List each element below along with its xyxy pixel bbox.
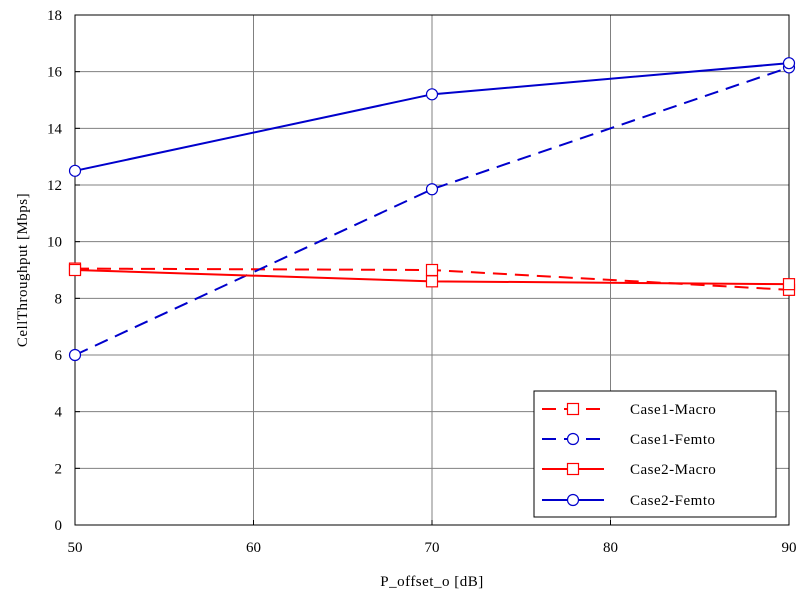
legend-label: Case1-Macro bbox=[630, 402, 716, 418]
data-point-marker bbox=[425, 275, 439, 288]
data-point-marker bbox=[425, 183, 439, 196]
x-tick-label: 70 bbox=[425, 540, 440, 556]
y-axis-title: CellThroughput [Mbps] bbox=[15, 193, 31, 347]
legend-label: Case2-Femto bbox=[630, 493, 716, 509]
series-line-case1-femto bbox=[74, 66, 790, 356]
y-tick-label: 0 bbox=[55, 518, 63, 534]
x-tick-label: 80 bbox=[603, 540, 618, 556]
x-tick-label: 50 bbox=[68, 540, 83, 556]
legend-marker bbox=[566, 432, 580, 446]
y-tick-label: 2 bbox=[55, 461, 63, 477]
y-tick-label: 6 bbox=[55, 348, 63, 364]
legend-marker bbox=[566, 493, 580, 507]
x-axis-ticks: 50 60 70 80 90 bbox=[68, 520, 797, 556]
y-tick-label: 18 bbox=[47, 8, 62, 24]
x-tick-label: 60 bbox=[246, 540, 261, 556]
y-tick-label: 12 bbox=[47, 178, 62, 194]
data-point-marker bbox=[782, 278, 796, 291]
data-point-marker bbox=[425, 88, 439, 101]
x-axis-title: P_offset_o [dB] bbox=[380, 574, 483, 590]
y-tick-label: 16 bbox=[47, 65, 63, 81]
data-point-marker bbox=[68, 164, 82, 177]
y-tick-label: 8 bbox=[55, 291, 63, 307]
legend-marker bbox=[566, 402, 580, 416]
data-point-marker bbox=[782, 57, 796, 70]
legend-label: Case2-Macro bbox=[630, 462, 716, 478]
x-tick-label: 90 bbox=[782, 540, 797, 556]
series-case2-macro bbox=[68, 263, 796, 291]
legend-label: Case1-Femto bbox=[630, 432, 716, 448]
legend: Case1-Macro Case1-Femto Case2-Macro Case2-F… bbox=[533, 390, 777, 518]
y-tick-label: 10 bbox=[47, 235, 62, 251]
y-axis-ticks: 0 2 4 6 8 10 12 14 16 18 bbox=[47, 8, 80, 534]
data-point-marker bbox=[68, 263, 82, 277]
legend-marker bbox=[566, 462, 580, 476]
data-point-marker bbox=[68, 348, 82, 362]
data-point-marker bbox=[425, 263, 439, 277]
y-tick-label: 4 bbox=[55, 405, 63, 421]
y-tick-label: 14 bbox=[47, 121, 63, 137]
series-case2-femto bbox=[68, 57, 796, 177]
series-group bbox=[68, 57, 796, 362]
